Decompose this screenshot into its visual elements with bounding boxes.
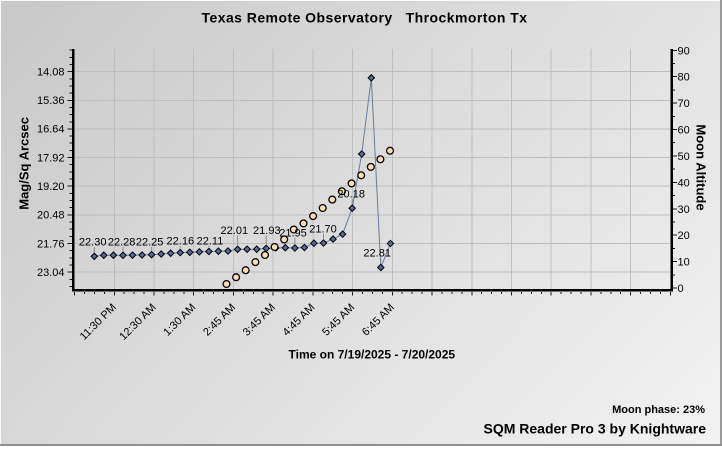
- svg-text:60: 60: [678, 125, 690, 137]
- svg-text:90: 90: [678, 45, 690, 57]
- svg-text:21.93: 21.93: [253, 225, 281, 237]
- svg-text:80: 80: [678, 72, 690, 84]
- svg-text:Time on 7/19/2025 - 7/20/2025: Time on 7/19/2025 - 7/20/2025: [289, 348, 456, 362]
- svg-text:40: 40: [678, 177, 690, 189]
- svg-text:70: 70: [678, 98, 690, 110]
- svg-text:21.76: 21.76: [37, 238, 65, 250]
- svg-text:20: 20: [678, 230, 690, 242]
- svg-text:21.70: 21.70: [309, 223, 337, 235]
- svg-text:22.81: 22.81: [363, 248, 391, 260]
- svg-text:19.20: 19.20: [37, 181, 65, 193]
- svg-text:17.92: 17.92: [37, 152, 65, 164]
- svg-text:0: 0: [678, 283, 684, 295]
- svg-text:22.11: 22.11: [197, 235, 224, 247]
- svg-text:14.08: 14.08: [37, 66, 65, 78]
- svg-text:50: 50: [678, 151, 690, 163]
- svg-text:20.18: 20.18: [337, 189, 365, 201]
- svg-text:22.16: 22.16: [167, 236, 195, 248]
- svg-text:SQM Reader Pro 3 by Knightware: SQM Reader Pro 3 by Knightware: [484, 421, 707, 437]
- svg-text:30: 30: [678, 204, 690, 216]
- svg-text:22.01: 22.01: [221, 225, 249, 237]
- svg-text:Mag/Sq Arcsec: Mag/Sq Arcsec: [17, 117, 32, 210]
- svg-text:22.28: 22.28: [108, 237, 136, 249]
- svg-text:23.04: 23.04: [37, 267, 65, 279]
- svg-text:22.25: 22.25: [136, 236, 164, 248]
- svg-text:20.48: 20.48: [37, 210, 65, 222]
- svg-text:15.36: 15.36: [37, 95, 65, 107]
- svg-text:22.30: 22.30: [79, 237, 107, 249]
- svg-text:Moon phase: 23%: Moon phase: 23%: [612, 404, 705, 416]
- svg-text:Moon Altitude: Moon Altitude: [694, 124, 709, 210]
- svg-text:16.64: 16.64: [37, 124, 65, 136]
- svg-text:21.95: 21.95: [279, 227, 307, 239]
- svg-text:Texas Remote Observatory Thr: Texas Remote Observatory Throckmorton Tx: [202, 10, 528, 26]
- svg-text:10: 10: [678, 257, 690, 269]
